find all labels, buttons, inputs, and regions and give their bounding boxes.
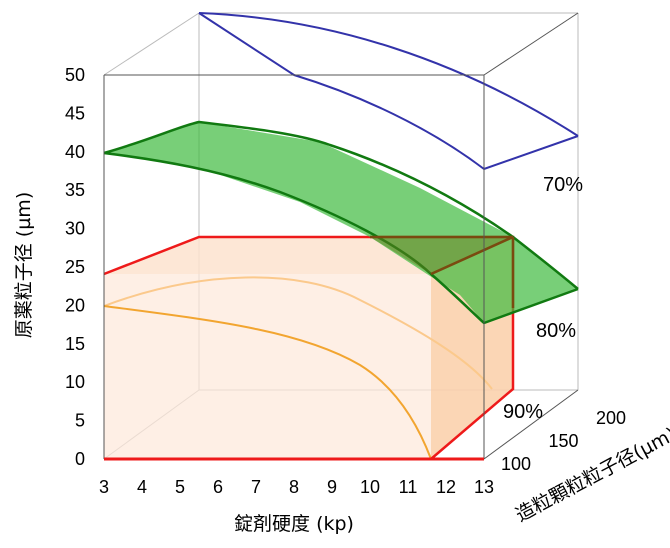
x-tick-label: 6: [213, 477, 223, 497]
series-70-surface: [198, 12, 579, 171]
overlap-edge: [430, 235, 514, 276]
x-tick-label: 13: [474, 477, 494, 497]
y-axis-title: 原薬粒子径 (µm): [13, 192, 35, 338]
x-tick-label: 3: [99, 477, 109, 497]
series-70-back-edge: [198, 12, 579, 137]
x-tick-label: 12: [436, 477, 456, 497]
y-ticks: 0 5 10 15 20 25 30 35 40 45 50: [65, 65, 85, 469]
box-edge: [103, 12, 200, 76]
series-80-surface: [103, 120, 579, 325]
x-tick-label: 8: [289, 477, 299, 497]
surface-80: [104, 122, 578, 323]
x-ticks: 3 4 5 6 7 8 9 10 11 12 13: [99, 477, 494, 497]
box-edge: [483, 12, 579, 76]
y-tick-label: 25: [65, 257, 85, 277]
z-ticks: 100 150 200: [501, 408, 626, 474]
series-label-70: 70%: [543, 174, 583, 196]
y-tick-label: 20: [65, 295, 85, 315]
series-label-90: 90%: [503, 401, 543, 423]
x-tick-label: 7: [251, 477, 261, 497]
surface-80-inner: [370, 237, 513, 274]
region-90-front: [104, 274, 431, 459]
y-tick-label: 15: [65, 334, 85, 354]
x-tick-label: 10: [360, 477, 380, 497]
series-80-front-edge: [103, 151, 579, 325]
y-tick-label: 45: [65, 103, 85, 123]
series-80-back-edge: [103, 120, 579, 290]
series-70-front-edge: [198, 12, 579, 171]
y-tick-label: 10: [65, 372, 85, 392]
z-tick-label: 200: [596, 408, 626, 428]
chart-layer-front: [103, 12, 579, 461]
x-axis-title: 錠剤硬度 (kp): [234, 513, 354, 535]
x-tick-label: 5: [175, 477, 185, 497]
y-tick-label: 0: [75, 449, 85, 469]
y-tick-label: 50: [65, 65, 85, 85]
z-tick-label: 150: [549, 431, 579, 451]
y-tick-label: 5: [75, 411, 85, 431]
y-tick-label: 40: [65, 142, 85, 162]
series-90-front-curve: [103, 305, 432, 460]
x-tick-label: 11: [399, 477, 418, 497]
y-tick-label: 35: [65, 180, 85, 200]
z-axis-title: 造粒顆粒粒子径(µm): [512, 423, 670, 526]
series-90-back-curve: [103, 276, 493, 390]
series-label-80: 80%: [536, 320, 576, 342]
x-tick-label: 9: [327, 477, 337, 497]
z-tick-label: 100: [501, 454, 531, 474]
box-edge: [483, 389, 579, 460]
x-tick-label: 4: [137, 477, 147, 497]
y-tick-label: 30: [65, 219, 85, 239]
